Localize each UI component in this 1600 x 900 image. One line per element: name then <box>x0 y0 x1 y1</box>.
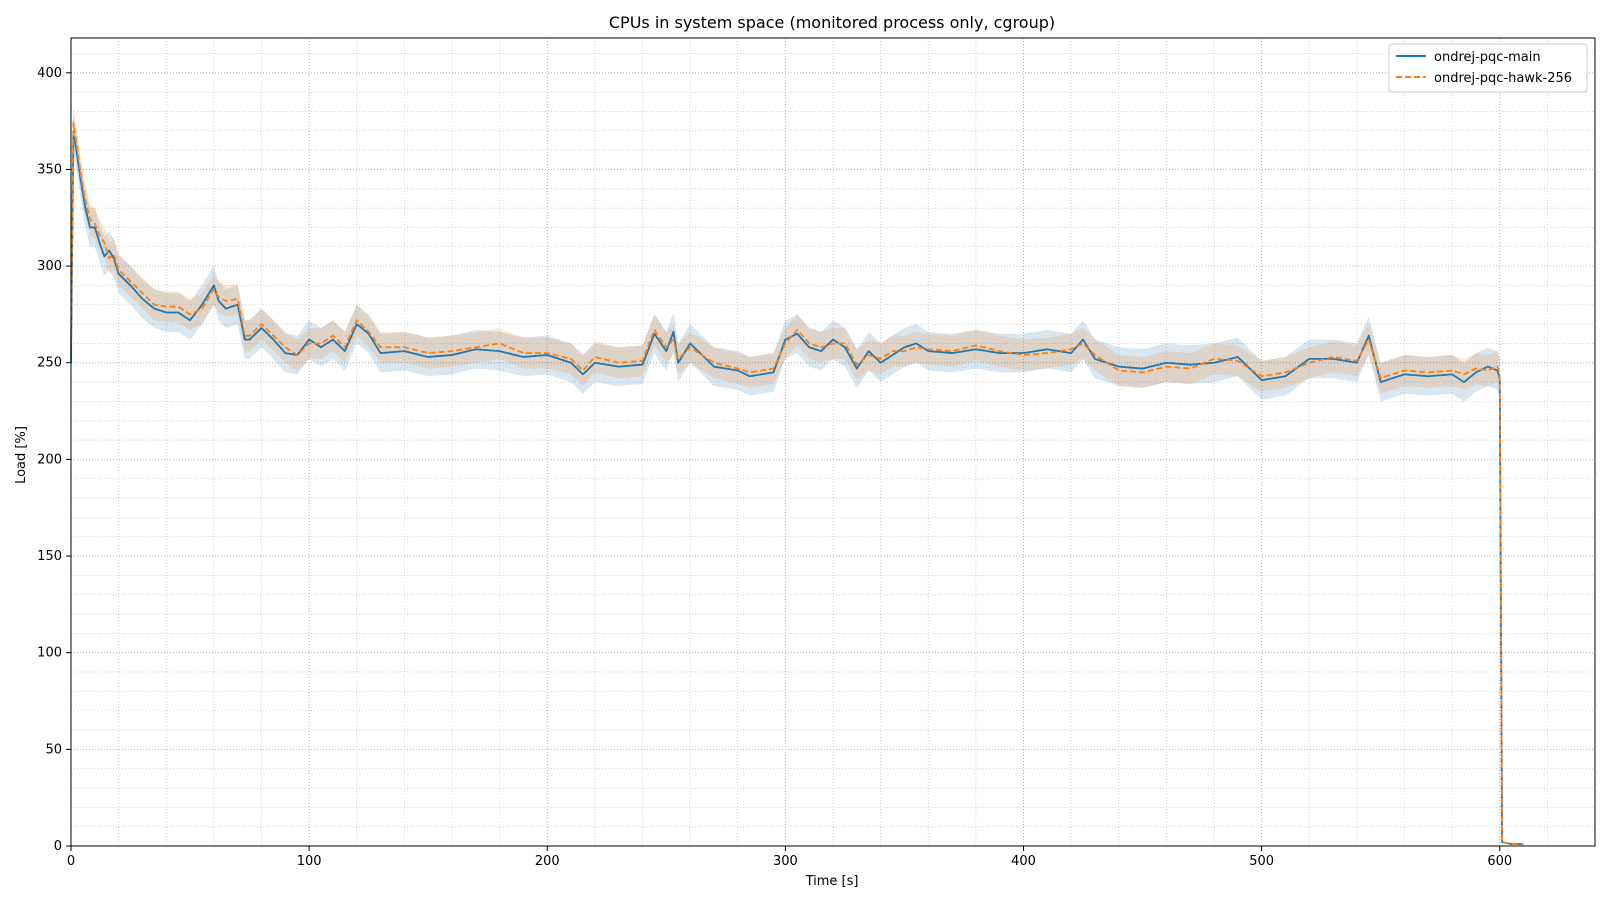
y-tick-label: 300 <box>37 259 62 274</box>
x-axis-title: Time [s] <box>805 874 859 889</box>
y-tick-label: 150 <box>37 549 62 564</box>
x-tick-label: 0 <box>67 854 75 869</box>
legend-label-series-1: ondrej-pqc-main <box>1434 50 1541 65</box>
x-tick-label: 400 <box>1011 854 1036 869</box>
x-tick-label: 600 <box>1487 854 1512 869</box>
y-tick-label: 0 <box>54 839 62 854</box>
x-tick-label: 500 <box>1249 854 1274 869</box>
axes <box>66 37 1596 851</box>
y-tick-label: 50 <box>45 742 62 757</box>
y-tick-label: 400 <box>37 66 62 81</box>
y-tick-label: 350 <box>37 162 62 177</box>
x-tick-label: 200 <box>535 854 560 869</box>
y-tick-label: 100 <box>37 646 62 661</box>
series-line-1 <box>70 133 1524 845</box>
legend-label-series-2: ondrej-pqc-hawk-256 <box>1434 71 1572 86</box>
x-tick-label: 300 <box>773 854 798 869</box>
legend: ondrej-pqc-main ondrej-pqc-hawk-256 <box>1388 43 1588 93</box>
x-tick-label: 100 <box>297 854 322 869</box>
series-line-2 <box>70 122 1524 845</box>
tick-labels: 0 100 200 300 400 500 600 0 50 100 150 200 250 300 350… <box>37 66 1512 869</box>
legend-box <box>1388 43 1588 93</box>
y-tick-label: 250 <box>37 356 62 371</box>
chart-title: CPUs in system space (monitored process … <box>609 13 1055 32</box>
plot-frame <box>70 37 1596 847</box>
series-lines <box>70 122 1524 845</box>
y-axis-title: Load [%] <box>14 426 29 484</box>
y-tick-label: 200 <box>37 452 62 467</box>
